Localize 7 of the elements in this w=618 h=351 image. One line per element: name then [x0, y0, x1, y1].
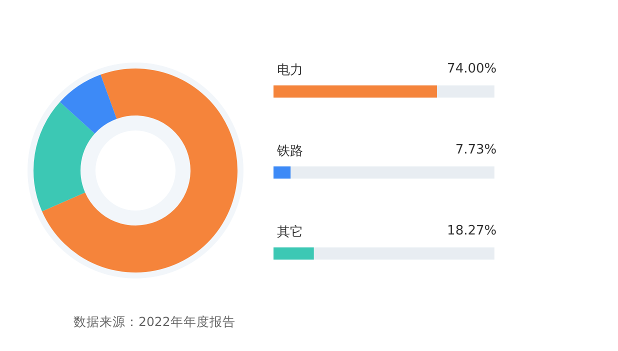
y-tick-label: 铁路: [276, 144, 303, 159]
y-tick-label: 其它: [276, 224, 303, 240]
data-label: 74.00%: [447, 61, 497, 76]
source-note: 数据来源：2022年年度报告: [74, 314, 236, 329]
data-label: 7.73%: [455, 142, 497, 158]
data-label: 18.27%: [447, 223, 497, 238]
y-tick-label: 电力: [276, 62, 303, 78]
